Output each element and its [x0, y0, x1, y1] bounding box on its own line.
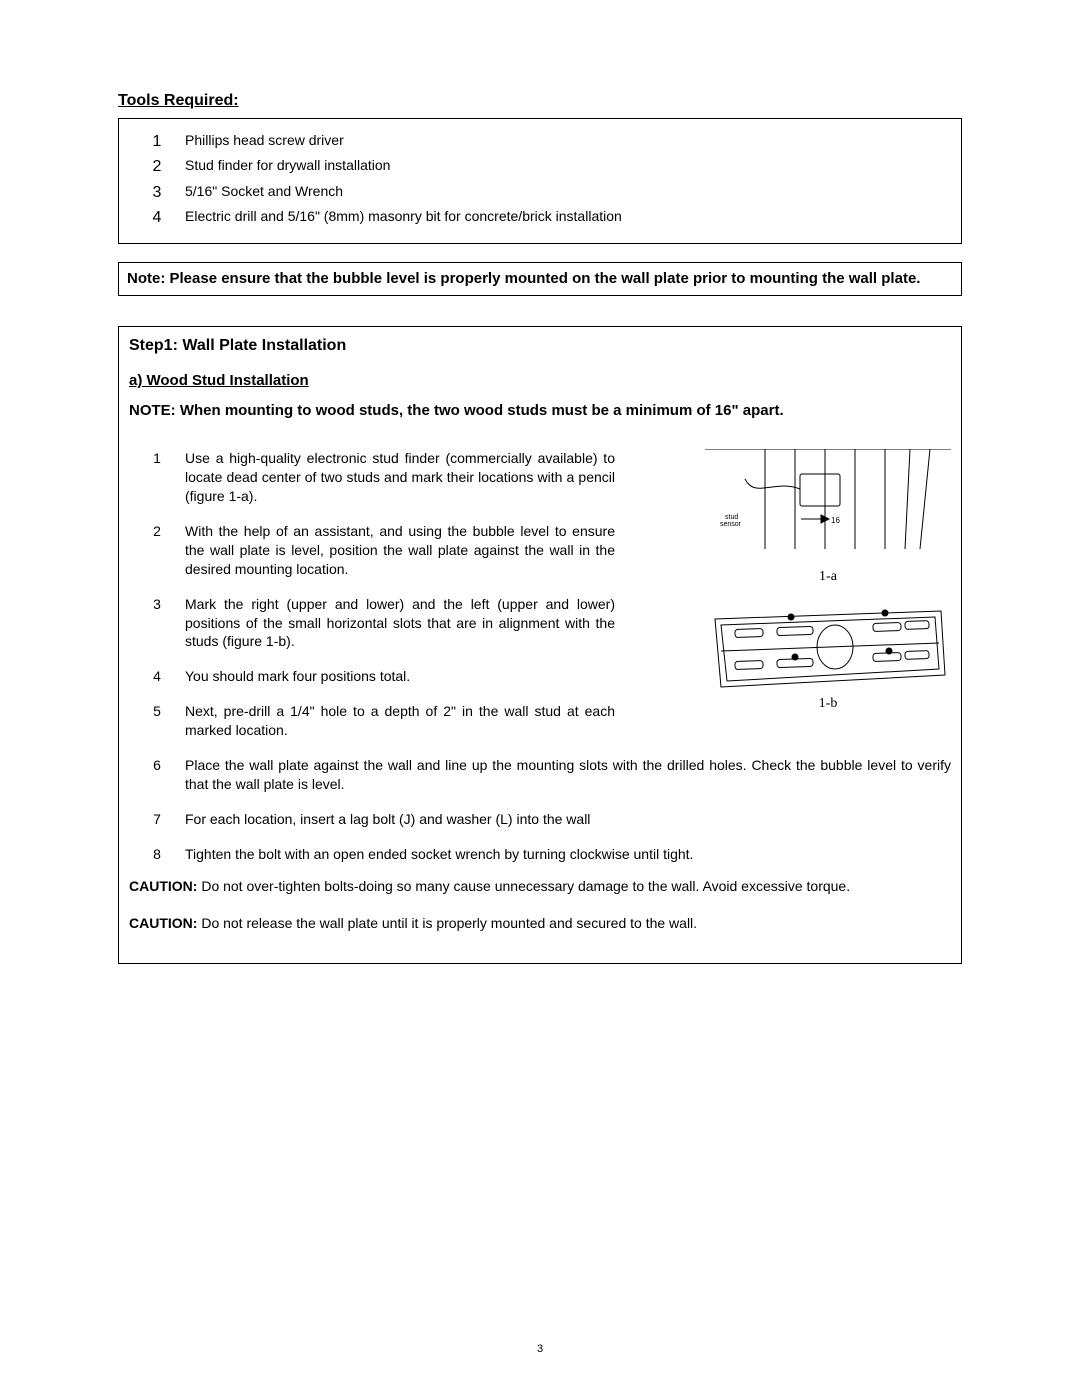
- step-number: 4: [129, 667, 185, 686]
- caution-label: CAUTION:: [129, 915, 197, 931]
- step-number: 7: [129, 810, 185, 829]
- sub-heading-a: a) Wood Stud Installation: [129, 371, 951, 391]
- figure-1b: 1-b: [705, 599, 951, 714]
- step-text: Mark the right (upper and lower) and the…: [185, 595, 615, 652]
- page-number: 3: [537, 1342, 543, 1357]
- figure-1b-svg: [705, 599, 951, 691]
- tool-number: 1: [129, 131, 185, 153]
- figure-1a-caption: 1-a: [705, 568, 951, 587]
- step-text: Place the wall plate against the wall an…: [185, 756, 951, 794]
- svg-text:stud: stud: [725, 514, 738, 521]
- caution-text: Do not release the wall plate until it i…: [197, 915, 697, 931]
- wood-stud-note: NOTE: When mounting to wood studs, the t…: [129, 401, 951, 421]
- steps-wrap: stud sensor 16 1-a: [129, 449, 951, 869]
- tool-row: 1 Phillips head screw driver: [129, 131, 951, 153]
- figure-1b-caption: 1-b: [705, 695, 951, 714]
- step1-title: Step1: Wall Plate Installation: [129, 335, 951, 357]
- step-row: 8 Tighten the bolt with an open ended so…: [129, 845, 951, 864]
- step-row: 6 Place the wall plate against the wall …: [129, 756, 951, 794]
- figure-1a: stud sensor 16 1-a: [705, 449, 951, 587]
- tool-row: 2 Stud finder for drywall installation: [129, 156, 951, 178]
- caution-label: CAUTION:: [129, 878, 197, 894]
- step-text: Use a high-quality electronic stud finde…: [185, 449, 615, 506]
- step-text: With the help of an assistant, and using…: [185, 522, 615, 579]
- step-text: You should mark four positions total.: [185, 667, 615, 686]
- step-number: 1: [129, 449, 185, 468]
- caution-text: Do not over-tighten bolts-doing so many …: [197, 878, 850, 894]
- tool-number: 2: [129, 156, 185, 178]
- tool-number: 4: [129, 207, 185, 229]
- step-text: Tighten the bolt with an open ended sock…: [185, 845, 951, 864]
- caution-2: CAUTION: Do not release the wall plate u…: [129, 914, 951, 933]
- caution-1: CAUTION: Do not over-tighten bolts-doing…: [129, 877, 951, 896]
- step-text: For each location, insert a lag bolt (J)…: [185, 810, 951, 829]
- tools-heading: Tools Required:: [118, 90, 962, 112]
- step-number: 5: [129, 702, 185, 721]
- tool-row: 4 Electric drill and 5/16" (8mm) masonry…: [129, 207, 951, 229]
- step-number: 8: [129, 845, 185, 864]
- tools-box: 1 Phillips head screw driver 2 Stud find…: [118, 118, 962, 244]
- note-box: Note: Please ensure that the bubble leve…: [118, 262, 962, 296]
- tool-text: Stud finder for drywall installation: [185, 156, 951, 175]
- figure-1a-svg: stud sensor 16: [705, 449, 951, 564]
- tool-number: 3: [129, 182, 185, 204]
- step-number: 3: [129, 595, 185, 614]
- svg-text:sensor: sensor: [720, 521, 742, 528]
- svg-text:16: 16: [831, 516, 840, 525]
- step-text: Next, pre-drill a 1/4" hole to a depth o…: [185, 702, 615, 740]
- tool-text: 5/16" Socket and Wrench: [185, 182, 951, 201]
- step1-box: Step1: Wall Plate Installation a) Wood S…: [118, 326, 962, 964]
- page: Tools Required: 1 Phillips head screw dr…: [0, 0, 1080, 1397]
- tool-row: 3 5/16" Socket and Wrench: [129, 182, 951, 204]
- step-number: 2: [129, 522, 185, 541]
- step-row: 7 For each location, insert a lag bolt (…: [129, 810, 951, 829]
- tool-text: Phillips head screw driver: [185, 131, 951, 150]
- step-number: 6: [129, 756, 185, 775]
- tool-text: Electric drill and 5/16" (8mm) masonry b…: [185, 207, 951, 226]
